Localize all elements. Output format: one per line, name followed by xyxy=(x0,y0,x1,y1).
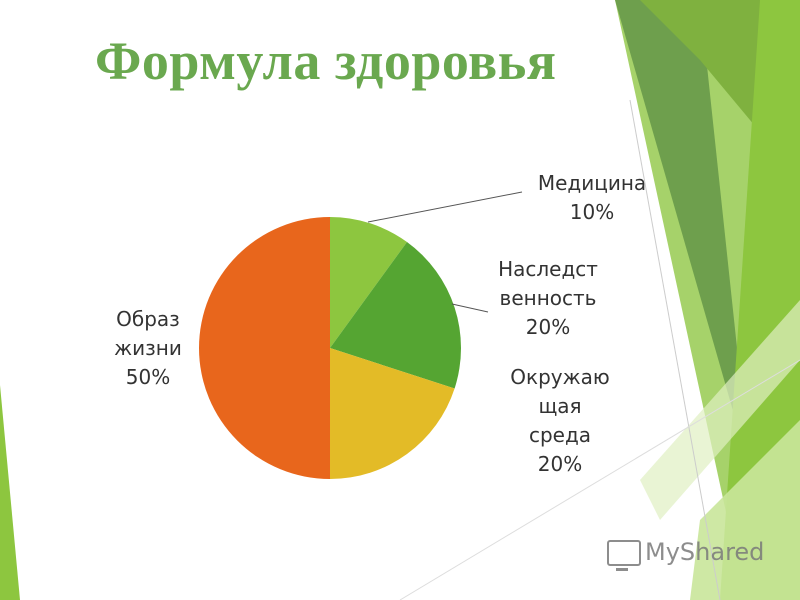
leader-line-2 xyxy=(451,303,489,313)
data-label-1: Медицина 10% xyxy=(538,171,646,224)
data-label-4: Образ жизни 50% xyxy=(114,307,182,389)
pie-slice-3 xyxy=(330,348,455,479)
leader-line-1 xyxy=(367,191,523,223)
page-title: Формула здоровья xyxy=(95,31,557,91)
monitor-icon xyxy=(607,540,641,571)
data-label-3: Окружаю щая среда 20% xyxy=(510,365,609,476)
watermark: MyShared xyxy=(607,538,765,571)
data-label-2: Наследст венность 20% xyxy=(498,257,598,339)
watermark-text: MyShared xyxy=(645,538,765,566)
pie-slice-2 xyxy=(330,242,461,389)
pie-slice-1 xyxy=(330,217,407,348)
pie-slice-4 xyxy=(199,217,330,479)
